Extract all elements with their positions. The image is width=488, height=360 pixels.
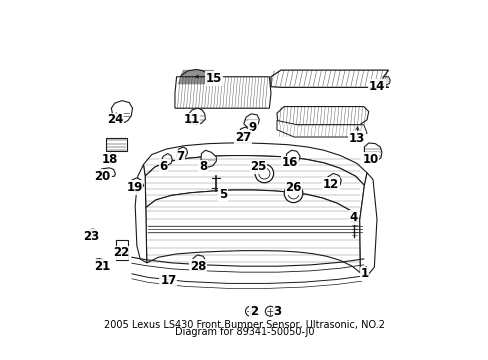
Polygon shape xyxy=(176,147,187,159)
Polygon shape xyxy=(244,114,259,127)
Text: 9: 9 xyxy=(248,121,256,134)
Text: 6: 6 xyxy=(159,160,167,173)
Text: 23: 23 xyxy=(83,230,100,243)
Text: 19: 19 xyxy=(126,181,142,194)
Polygon shape xyxy=(364,143,381,162)
Polygon shape xyxy=(143,143,366,185)
Text: 3: 3 xyxy=(273,305,281,318)
Text: 20: 20 xyxy=(94,170,111,183)
Polygon shape xyxy=(175,77,270,108)
Text: 4: 4 xyxy=(349,211,357,224)
Text: 25: 25 xyxy=(250,160,266,173)
Text: 10: 10 xyxy=(362,153,378,166)
Text: 1: 1 xyxy=(360,267,367,280)
Circle shape xyxy=(258,168,269,179)
Text: 28: 28 xyxy=(189,260,206,273)
Polygon shape xyxy=(129,178,143,192)
Text: 11: 11 xyxy=(183,113,199,126)
Polygon shape xyxy=(238,127,250,140)
Polygon shape xyxy=(111,100,132,122)
Polygon shape xyxy=(145,190,360,273)
Text: 22: 22 xyxy=(113,247,129,260)
Text: 5: 5 xyxy=(219,188,226,201)
Polygon shape xyxy=(161,154,172,166)
Text: 16: 16 xyxy=(282,156,298,169)
Polygon shape xyxy=(187,108,205,125)
Polygon shape xyxy=(135,165,146,263)
Polygon shape xyxy=(201,150,216,167)
Text: 21: 21 xyxy=(94,260,111,273)
Circle shape xyxy=(89,229,97,237)
Text: 24: 24 xyxy=(107,113,123,126)
Polygon shape xyxy=(191,255,206,270)
Polygon shape xyxy=(325,174,341,189)
Polygon shape xyxy=(276,121,366,137)
Text: 17: 17 xyxy=(160,274,176,287)
Polygon shape xyxy=(176,69,211,85)
Text: 8: 8 xyxy=(199,160,207,173)
Text: Diagram for 89341-50050-J0: Diagram for 89341-50050-J0 xyxy=(174,328,314,337)
Text: 27: 27 xyxy=(234,131,250,144)
Circle shape xyxy=(255,164,273,183)
Polygon shape xyxy=(285,150,300,166)
Text: 18: 18 xyxy=(102,153,118,166)
Text: 26: 26 xyxy=(285,181,301,194)
Polygon shape xyxy=(276,107,368,125)
Circle shape xyxy=(245,306,255,316)
Text: 2: 2 xyxy=(249,305,257,318)
Circle shape xyxy=(265,306,275,316)
Text: 14: 14 xyxy=(368,80,385,93)
Polygon shape xyxy=(116,240,128,260)
Circle shape xyxy=(284,184,302,203)
Polygon shape xyxy=(145,156,364,220)
Polygon shape xyxy=(106,138,127,151)
Text: 2005 Lexus LS430 Front Bumper Sensor, Ultrasonic, NO.2: 2005 Lexus LS430 Front Bumper Sensor, Ul… xyxy=(104,320,384,330)
Polygon shape xyxy=(382,77,389,87)
Polygon shape xyxy=(359,173,376,276)
Text: 15: 15 xyxy=(205,72,222,85)
Text: 13: 13 xyxy=(348,131,365,144)
Text: 7: 7 xyxy=(176,150,183,163)
Text: 12: 12 xyxy=(323,178,339,191)
Polygon shape xyxy=(96,259,106,270)
Polygon shape xyxy=(270,70,388,87)
Circle shape xyxy=(287,188,299,199)
